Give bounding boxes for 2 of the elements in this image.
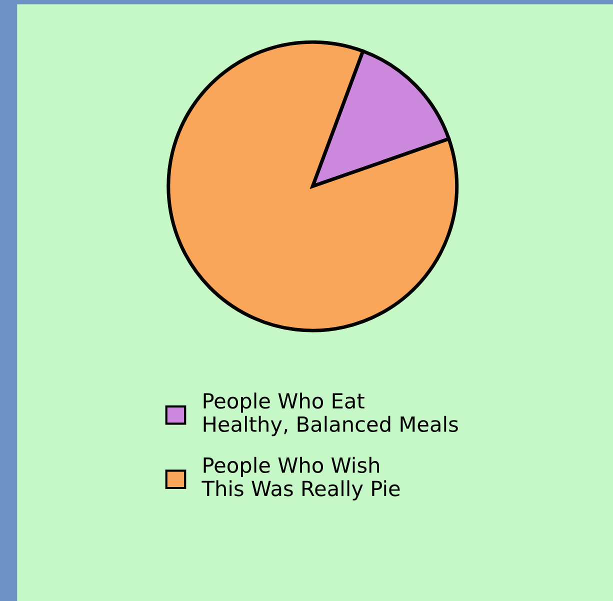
legend-label: People Who Wish This Was Really Pie <box>202 456 400 500</box>
legend-label: People Who Eat Healthy, Balanced Meals <box>204 392 458 436</box>
